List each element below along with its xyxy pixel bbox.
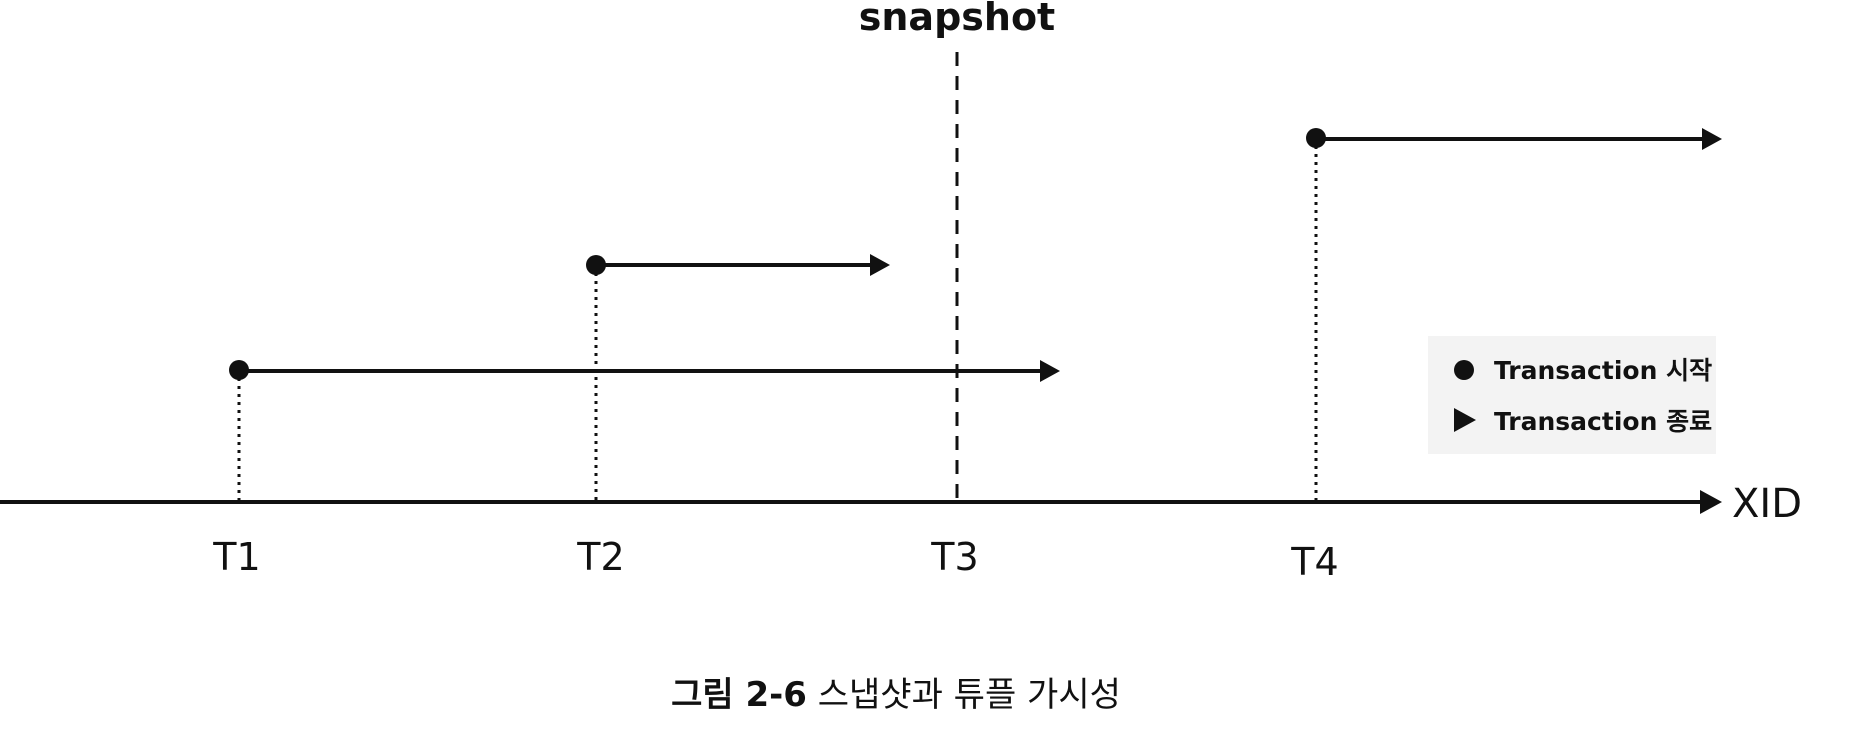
xid-axis-arrowhead	[1700, 490, 1722, 514]
t2-end-arrowhead	[870, 254, 890, 276]
caption-number: 그림 2-6	[671, 675, 807, 715]
legend-end-label: Transaction 종료	[1494, 407, 1712, 436]
caption-title: 스냅샷과 튜플 가시성	[818, 675, 1121, 715]
tick-label-t2: T2	[576, 535, 624, 579]
t1-end-arrowhead	[1040, 360, 1060, 382]
figure-caption: 그림 2-6 스냅샷과 튜플 가시성	[671, 675, 1121, 715]
t4-end-arrowhead	[1702, 128, 1722, 150]
snapshot-label: snapshot	[859, 0, 1055, 39]
xid-axis-label: XID	[1732, 481, 1802, 527]
legend-start-label: Transaction 시작	[1494, 356, 1712, 385]
tick-label-t1: T1	[212, 535, 260, 579]
tick-label-t4: T4	[1290, 540, 1338, 584]
legend-end-arrow-icon	[1454, 408, 1476, 432]
legend-box	[1428, 336, 1716, 454]
legend-start-dot-icon	[1454, 360, 1474, 380]
legend: Transaction 시작 Transaction 종료	[1428, 336, 1716, 454]
tick-label-t3: T3	[930, 535, 978, 579]
